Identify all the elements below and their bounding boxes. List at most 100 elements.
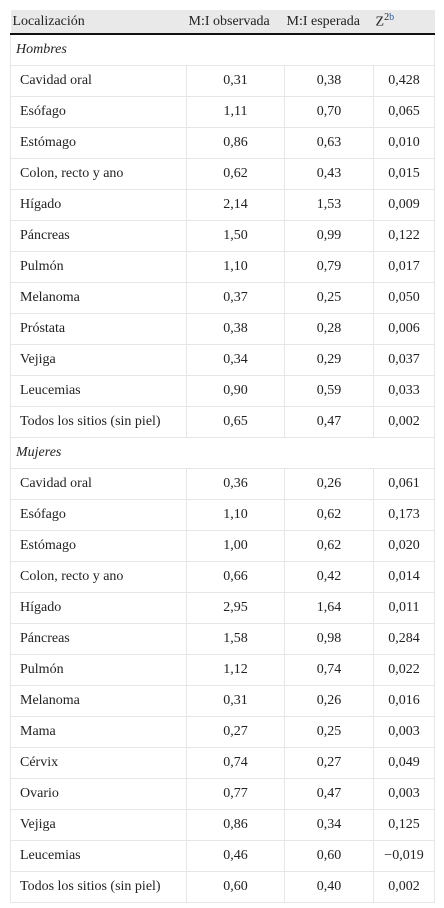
site-cell: Pulmón xyxy=(10,251,187,283)
value-cell: 0,34 xyxy=(186,344,285,376)
site-cell: Pulmón xyxy=(10,654,187,686)
table-row: Páncreas 1,58 0,98 0,284 xyxy=(10,623,435,655)
group-label: Hombres xyxy=(10,33,435,66)
site-cell: Estómago xyxy=(10,530,187,562)
value-cell: 1,12 xyxy=(186,654,285,686)
value-cell: 0,42 xyxy=(284,561,374,593)
site-cell: Estómago xyxy=(10,127,187,159)
value-cell: 0,29 xyxy=(284,344,374,376)
value-cell: 0,25 xyxy=(284,282,374,314)
table-row: Estómago 0,86 0,63 0,010 xyxy=(10,127,435,159)
value-cell: 2,14 xyxy=(186,189,285,221)
site-cell: Ovario xyxy=(10,778,187,810)
table-row: Melanoma 0,37 0,25 0,050 xyxy=(10,282,435,314)
table-row: Estómago 1,00 0,62 0,020 xyxy=(10,530,435,562)
value-cell: 0,002 xyxy=(373,406,435,438)
site-cell: Vejiga xyxy=(10,344,187,376)
site-cell: Páncreas xyxy=(10,623,187,655)
value-cell: 0,122 xyxy=(373,220,435,252)
group-row: Hombres xyxy=(10,33,435,66)
table-body: Hombres Cavidad oral 0,31 0,38 0,428 Esófago 1… xyxy=(10,33,435,903)
value-cell: 0,061 xyxy=(373,468,435,500)
value-cell: 0,003 xyxy=(373,716,435,748)
superscript: 2b xyxy=(384,12,394,23)
table-row: Vejiga 0,86 0,34 0,125 xyxy=(10,809,435,841)
site-cell: Cérvix xyxy=(10,747,187,779)
table-row: Leucemias 0,46 0,60 −0,019 xyxy=(10,840,435,872)
value-cell: 0,43 xyxy=(284,158,374,190)
superscript-text: 2 xyxy=(384,12,390,24)
value-cell: 0,86 xyxy=(186,809,285,841)
value-cell: 1,00 xyxy=(186,530,285,562)
table-row: Vejiga 0,34 0,29 0,037 xyxy=(10,344,435,376)
value-cell: 0,90 xyxy=(186,375,285,407)
value-cell: −0,019 xyxy=(373,840,435,872)
value-cell: 0,014 xyxy=(373,561,435,593)
site-cell: Colon, recto y ano xyxy=(10,561,187,593)
footnote-link[interactable]: b xyxy=(389,12,395,24)
site-cell: Todos los sitios (sin piel) xyxy=(10,406,187,438)
value-cell: 0,125 xyxy=(373,809,435,841)
value-cell: 0,38 xyxy=(284,65,374,97)
site-cell: Esófago xyxy=(10,96,187,128)
site-cell: Melanoma xyxy=(10,282,187,314)
column-header: Z2b xyxy=(373,10,435,35)
table-row: Cérvix 0,74 0,27 0,049 xyxy=(10,747,435,779)
site-cell: Vejiga xyxy=(10,809,187,841)
column-header: M:I esperada xyxy=(284,10,374,35)
site-cell: Hígado xyxy=(10,189,187,221)
value-cell: 0,25 xyxy=(284,716,374,748)
value-cell: 0,65 xyxy=(186,406,285,438)
value-cell: 0,59 xyxy=(284,375,374,407)
value-cell: 1,50 xyxy=(186,220,285,252)
value-cell: 1,64 xyxy=(284,592,374,624)
site-cell: Leucemias xyxy=(10,375,187,407)
table-row: Cavidad oral 0,31 0,38 0,428 xyxy=(10,65,435,97)
value-cell: 0,022 xyxy=(373,654,435,686)
value-cell: 1,11 xyxy=(186,96,285,128)
column-header-text: Localización xyxy=(12,13,85,29)
value-cell: 0,47 xyxy=(284,406,374,438)
table-row: Cavidad oral 0,36 0,26 0,061 xyxy=(10,468,435,500)
value-cell: 0,049 xyxy=(373,747,435,779)
value-cell: 0,98 xyxy=(284,623,374,655)
value-cell: 0,27 xyxy=(186,716,285,748)
site-cell: Cavidad oral xyxy=(10,468,187,500)
table-row: Próstata 0,38 0,28 0,006 xyxy=(10,313,435,345)
value-cell: 0,009 xyxy=(373,189,435,221)
value-cell: 0,010 xyxy=(373,127,435,159)
value-cell: 0,26 xyxy=(284,468,374,500)
column-header-text: Z xyxy=(375,14,385,30)
site-cell: Esófago xyxy=(10,499,187,531)
value-cell: 1,10 xyxy=(186,499,285,531)
value-cell: 0,003 xyxy=(373,778,435,810)
value-cell: 0,62 xyxy=(284,499,374,531)
value-cell: 0,050 xyxy=(373,282,435,314)
value-cell: 0,037 xyxy=(373,344,435,376)
value-cell: 0,033 xyxy=(373,375,435,407)
table-row: Ovario 0,77 0,47 0,003 xyxy=(10,778,435,810)
value-cell: 0,99 xyxy=(284,220,374,252)
site-cell: Mama xyxy=(10,716,187,748)
value-cell: 0,017 xyxy=(373,251,435,283)
value-cell: 0,47 xyxy=(284,778,374,810)
value-cell: 0,31 xyxy=(186,65,285,97)
site-cell: Todos los sitios (sin piel) xyxy=(10,871,187,903)
value-cell: 0,002 xyxy=(373,871,435,903)
value-cell: 0,46 xyxy=(186,840,285,872)
value-cell: 0,428 xyxy=(373,65,435,97)
header-row: Localización M:I observada M:I esperada Z2b xyxy=(10,10,435,35)
table-row: Páncreas 1,50 0,99 0,122 xyxy=(10,220,435,252)
table-row: Leucemias 0,90 0,59 0,033 xyxy=(10,375,435,407)
value-cell: 0,79 xyxy=(284,251,374,283)
table-row: Melanoma 0,31 0,26 0,016 xyxy=(10,685,435,717)
value-cell: 0,015 xyxy=(373,158,435,190)
site-cell: Leucemias xyxy=(10,840,187,872)
group-row: Mujeres xyxy=(10,437,435,469)
value-cell: 1,10 xyxy=(186,251,285,283)
value-cell: 0,284 xyxy=(373,623,435,655)
value-cell: 0,34 xyxy=(284,809,374,841)
value-cell: 0,40 xyxy=(284,871,374,903)
value-cell: 0,020 xyxy=(373,530,435,562)
